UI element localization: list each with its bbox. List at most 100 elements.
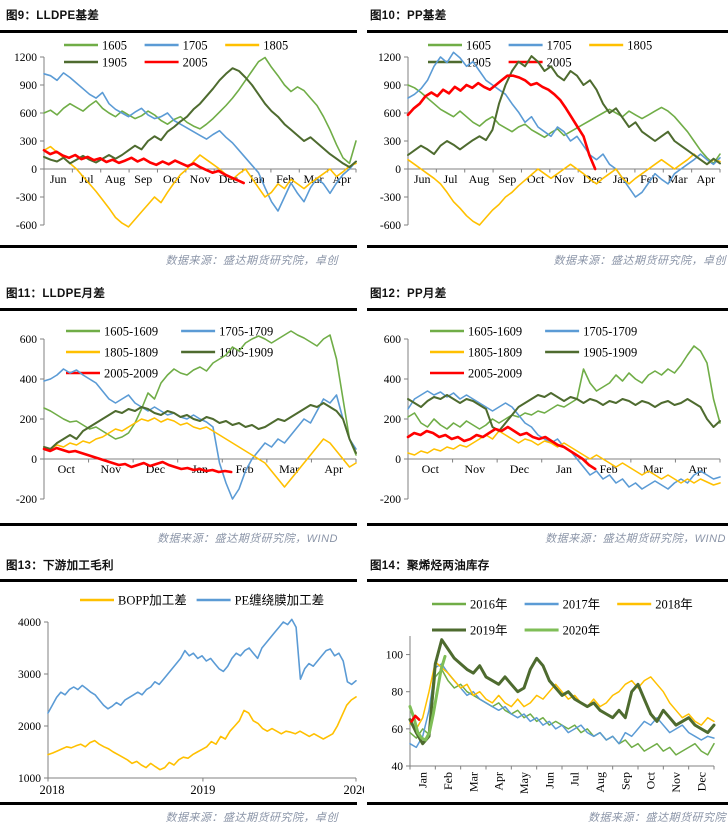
chart-12-figure: 1605-1609 1705-1709 1805-1809 1905-1909 2005… <box>364 311 728 523</box>
svg-text:Jun: Jun <box>414 172 431 186</box>
svg-text:Oct: Oct <box>644 771 658 789</box>
svg-text:2000: 2000 <box>18 721 41 733</box>
svg-text:Sep: Sep <box>134 172 152 186</box>
svg-text:Dec: Dec <box>219 172 238 186</box>
svg-text:Aug: Aug <box>469 172 490 186</box>
svg-text:Dec: Dec <box>583 172 602 186</box>
divider-rule <box>367 523 728 526</box>
svg-text:600: 600 <box>20 108 38 120</box>
svg-text:2005: 2005 <box>183 56 208 70</box>
divider-rule <box>367 245 728 248</box>
svg-text:600: 600 <box>384 334 402 346</box>
chart-12-title: 图12：PP月差 <box>370 288 447 300</box>
divider-rule <box>0 579 357 583</box>
svg-text:2019年: 2019年 <box>470 624 508 638</box>
svg-text:2005: 2005 <box>547 56 572 70</box>
chart-panel-10: 图10：PP基差 1605 1705 1805 1905 2005 1200 900 600 3… <box>364 0 728 268</box>
svg-text:Nov: Nov <box>190 172 211 186</box>
svg-text:Mar: Mar <box>303 172 323 186</box>
svg-text:100: 100 <box>386 650 404 662</box>
chart-9-title: 图9：LLDPE基差 <box>6 10 100 22</box>
svg-text:4000: 4000 <box>18 617 41 629</box>
svg-text:1705: 1705 <box>547 39 572 53</box>
svg-text:Apr: Apr <box>324 462 343 476</box>
svg-text:1805-1809: 1805-1809 <box>468 346 522 360</box>
svg-text:Oct: Oct <box>422 462 440 476</box>
chart-14-title: 图14：聚烯烃两油库存 <box>370 560 490 572</box>
svg-text:-300: -300 <box>380 192 401 204</box>
svg-text:1905-1909: 1905-1909 <box>583 346 637 360</box>
svg-text:2017年: 2017年 <box>563 598 601 612</box>
divider-rule <box>0 245 357 248</box>
svg-text:3000: 3000 <box>18 669 41 681</box>
svg-text:Jan: Jan <box>249 172 265 186</box>
svg-text:600: 600 <box>384 108 402 120</box>
svg-text:Apr: Apr <box>492 772 506 791</box>
svg-text:Oct: Oct <box>58 462 76 476</box>
chart-9-figure: 1605 1705 1805 1905 2005 1200 900 600 300 0 -300 -6… <box>0 33 364 245</box>
svg-text:Jul: Jul <box>568 771 582 786</box>
svg-text:Apr: Apr <box>696 172 715 186</box>
svg-text:PE缠绕膜加工差: PE缠绕膜加工差 <box>235 593 325 608</box>
svg-text:Oct: Oct <box>527 172 545 186</box>
svg-text:-600: -600 <box>16 220 37 232</box>
chart-12-source: 数据来源：盛达期货研究院，WIND <box>545 533 726 545</box>
svg-text:1605: 1605 <box>102 39 127 53</box>
svg-text:Sep: Sep <box>498 172 516 186</box>
svg-text:Nov: Nov <box>669 772 683 793</box>
svg-text:Mar: Mar <box>643 462 663 476</box>
svg-text:1605: 1605 <box>466 39 491 53</box>
svg-text:400: 400 <box>384 374 402 386</box>
svg-text:200: 200 <box>384 414 402 426</box>
svg-text:1705-1709: 1705-1709 <box>219 325 273 339</box>
divider-rule <box>367 30 728 33</box>
svg-text:0: 0 <box>395 164 401 176</box>
chart-14-source: 数据来源：盛达期货研究院 <box>588 811 726 824</box>
svg-text:May: May <box>517 772 531 794</box>
svg-text:1000: 1000 <box>18 773 41 785</box>
svg-text:1805: 1805 <box>627 39 652 53</box>
svg-text:1605-1609: 1605-1609 <box>468 325 522 339</box>
svg-text:Dec: Dec <box>694 772 708 791</box>
svg-text:60: 60 <box>392 724 404 736</box>
svg-text:40: 40 <box>392 761 404 773</box>
svg-text:1905: 1905 <box>102 56 127 70</box>
svg-text:300: 300 <box>20 136 38 148</box>
svg-text:900: 900 <box>384 80 402 92</box>
svg-text:0: 0 <box>395 454 401 466</box>
svg-text:Nov: Nov <box>554 172 575 186</box>
svg-text:200: 200 <box>20 414 38 426</box>
svg-text:1705: 1705 <box>183 39 208 53</box>
svg-text:2020年: 2020年 <box>563 624 601 638</box>
svg-text:Sep: Sep <box>618 772 632 790</box>
svg-text:Jun: Jun <box>542 772 556 789</box>
svg-text:Jun: Jun <box>50 172 67 186</box>
svg-text:-600: -600 <box>380 220 401 232</box>
svg-text:2018: 2018 <box>40 783 65 797</box>
svg-text:1705-1709: 1705-1709 <box>583 325 637 339</box>
svg-text:2018年: 2018年 <box>655 598 693 612</box>
svg-text:Aug: Aug <box>593 772 607 793</box>
svg-text:Mar: Mar <box>466 772 480 792</box>
svg-text:1200: 1200 <box>378 52 401 64</box>
chart-11-source: 数据来源：盛达期货研究院，WIND <box>157 533 338 545</box>
svg-text:Mar: Mar <box>279 462 299 476</box>
chart-10-title: 图10：PP基差 <box>370 10 447 22</box>
svg-text:Nov: Nov <box>465 462 486 476</box>
svg-text:Jul: Jul <box>80 172 95 186</box>
chart-14-figure: 2016年 2017年 2018年 2019年 2020年 100 80 60 40 Jan Feb… <box>364 582 728 802</box>
divider-rule <box>0 30 357 33</box>
svg-text:Feb: Feb <box>600 462 618 476</box>
svg-text:Oct: Oct <box>163 172 181 186</box>
svg-text:2016年: 2016年 <box>470 598 508 612</box>
svg-text:1605-1609: 1605-1609 <box>104 325 158 339</box>
chart-panel-11: 图11：LLDPE月差 1605-1609 1705-1709 1805-1809 1… <box>0 278 364 546</box>
svg-text:Feb: Feb <box>441 772 455 790</box>
svg-text:1805-1809: 1805-1809 <box>104 346 158 360</box>
divider-rule <box>0 308 357 311</box>
svg-text:Jan: Jan <box>416 772 430 788</box>
svg-text:600: 600 <box>20 334 38 346</box>
chart-10-figure: 1605 1705 1805 1905 2005 1200 900 600 300 0 -300 -6… <box>364 33 728 245</box>
svg-text:2019: 2019 <box>190 783 215 797</box>
